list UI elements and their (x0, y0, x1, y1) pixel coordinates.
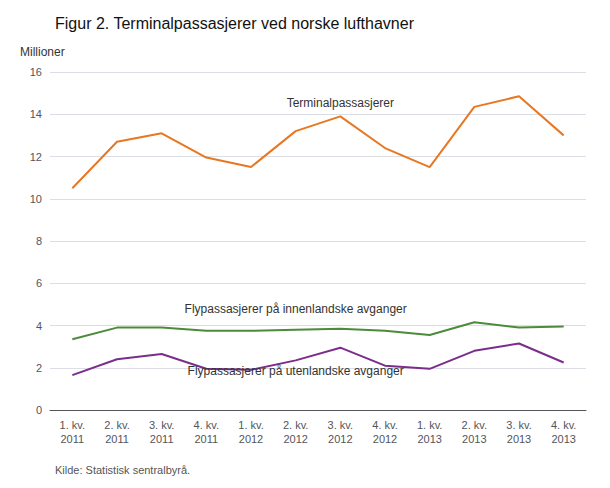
svg-text:4. kv.: 4. kv. (194, 419, 219, 431)
svg-text:4. kv.: 4. kv. (372, 419, 397, 431)
svg-text:Flypassasjerer på utenlandske: Flypassasjerer på utenlandske avganger (188, 364, 404, 378)
svg-text:Millioner: Millioner (20, 45, 65, 59)
svg-text:6: 6 (36, 277, 42, 289)
svg-text:0: 0 (36, 404, 42, 416)
svg-text:2. kv.: 2. kv. (283, 419, 308, 431)
svg-text:2: 2 (36, 362, 42, 374)
svg-text:4. kv.: 4. kv. (551, 419, 576, 431)
svg-text:2011: 2011 (150, 433, 174, 445)
svg-text:1. kv.: 1. kv. (238, 419, 263, 431)
svg-text:2012: 2012 (373, 433, 397, 445)
svg-text:2012: 2012 (328, 433, 352, 445)
svg-text:2. kv.: 2. kv. (104, 419, 129, 431)
svg-text:2013: 2013 (507, 433, 531, 445)
svg-text:2013: 2013 (551, 433, 575, 445)
svg-text:12: 12 (30, 151, 42, 163)
svg-text:2011: 2011 (61, 433, 85, 445)
svg-text:Kilde: Statistisk sentralbyrå.: Kilde: Statistisk sentralbyrå. (55, 464, 190, 476)
svg-text:Figur 2. Terminalpassasjerer v: Figur 2. Terminalpassasjerer ved norske … (55, 15, 415, 32)
svg-text:3. kv.: 3. kv. (149, 419, 174, 431)
svg-text:10: 10 (30, 193, 42, 205)
svg-text:3. kv.: 3. kv. (328, 419, 353, 431)
svg-text:2013: 2013 (462, 433, 486, 445)
svg-text:1. kv.: 1. kv. (417, 419, 442, 431)
svg-text:8: 8 (36, 235, 42, 247)
svg-text:4: 4 (36, 320, 42, 332)
svg-text:2013: 2013 (417, 433, 441, 445)
svg-text:Flypassasjerer på innenlandske: Flypassasjerer på innenlandske avganger (185, 302, 407, 316)
svg-text:2011: 2011 (195, 433, 219, 445)
svg-text:14: 14 (30, 108, 42, 120)
svg-text:2011: 2011 (105, 433, 129, 445)
svg-text:2012: 2012 (239, 433, 263, 445)
svg-text:3. kv.: 3. kv. (506, 419, 531, 431)
svg-text:Terminalpassasjerer: Terminalpassasjerer (287, 96, 394, 110)
svg-text:2. kv.: 2. kv. (462, 419, 487, 431)
svg-text:16: 16 (30, 66, 42, 78)
svg-text:2012: 2012 (283, 433, 307, 445)
svg-text:1. kv.: 1. kv. (60, 419, 85, 431)
